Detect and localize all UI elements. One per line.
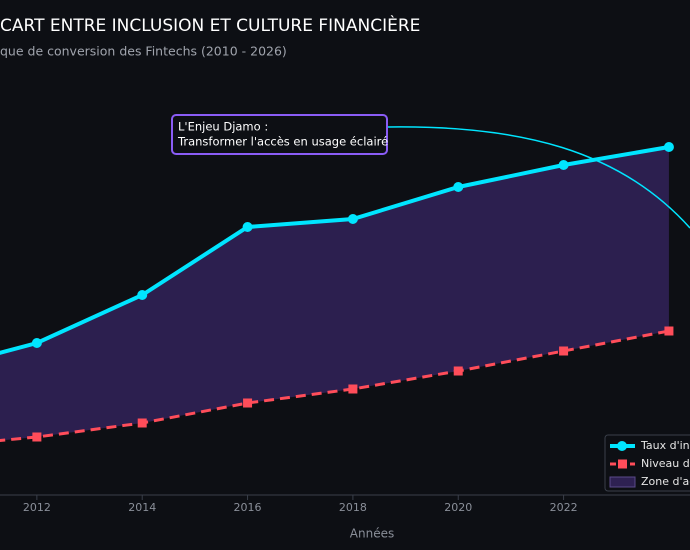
x-tick-label: 2014 xyxy=(128,501,156,514)
annotation-box xyxy=(171,114,388,155)
point xyxy=(242,222,253,232)
point xyxy=(453,366,463,376)
series-line xyxy=(0,329,670,443)
x-tick-label: 2016 xyxy=(234,501,262,514)
x-axis-label: Années xyxy=(350,527,394,541)
legend-label: Niveau de xyxy=(641,457,690,470)
point xyxy=(453,182,464,192)
point xyxy=(137,290,148,300)
chart-title: CART ENTRE INCLUSION ET CULTURE FINANCIÈ… xyxy=(0,14,420,36)
chart-subtitle: que de conversion des Fintechs (2010 - 2… xyxy=(0,44,287,59)
legend: Taux d'inc Niveau de Zone d'ac xyxy=(604,434,690,492)
legend-marker xyxy=(617,441,627,451)
x-tick-label: 2020 xyxy=(444,501,472,514)
x-tick-label: 2022 xyxy=(550,501,578,514)
legend-marker xyxy=(618,459,627,469)
point xyxy=(663,142,674,152)
plot-area: 2012 2014 2016 2018 2020 2022 xyxy=(0,142,690,514)
annotation-arrow xyxy=(386,126,690,229)
point xyxy=(558,160,569,170)
x-tick-label: 2012 xyxy=(23,501,51,514)
point xyxy=(664,326,674,336)
point xyxy=(347,214,358,224)
x-tick-label: 2018 xyxy=(339,501,367,514)
gap-area xyxy=(0,147,669,441)
legend-swatch xyxy=(609,476,636,488)
series-line xyxy=(0,145,670,355)
point xyxy=(348,384,358,394)
point xyxy=(137,418,147,428)
point xyxy=(243,398,253,408)
legend-label: Taux d'inc xyxy=(640,439,690,452)
annotation-text: L'Enjeu Djamo : xyxy=(178,120,268,134)
annotation-text: Transformer l'accès en usage éclairé xyxy=(177,135,388,149)
point xyxy=(559,346,569,356)
point xyxy=(32,432,42,442)
point xyxy=(31,338,42,348)
legend-label: Zone d'ac xyxy=(641,475,690,488)
